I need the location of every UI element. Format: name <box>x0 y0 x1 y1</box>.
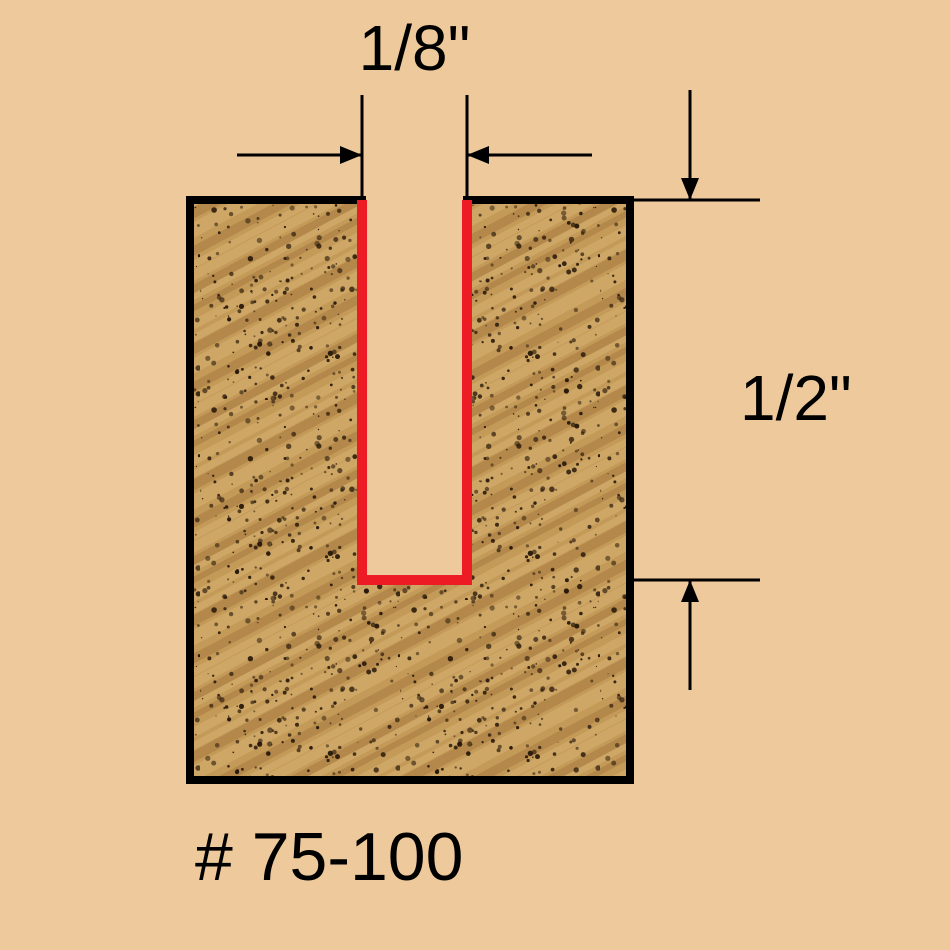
dimension-width: 1/8" <box>237 12 592 200</box>
dimension-depth-label: 1/2" <box>740 362 852 434</box>
dimension-depth: 1/2" <box>630 90 852 690</box>
slot-outline <box>362 200 467 580</box>
dimension-width-label: 1/8" <box>359 12 471 84</box>
part-number: # 75-100 <box>195 819 463 895</box>
wood-block <box>190 200 630 780</box>
